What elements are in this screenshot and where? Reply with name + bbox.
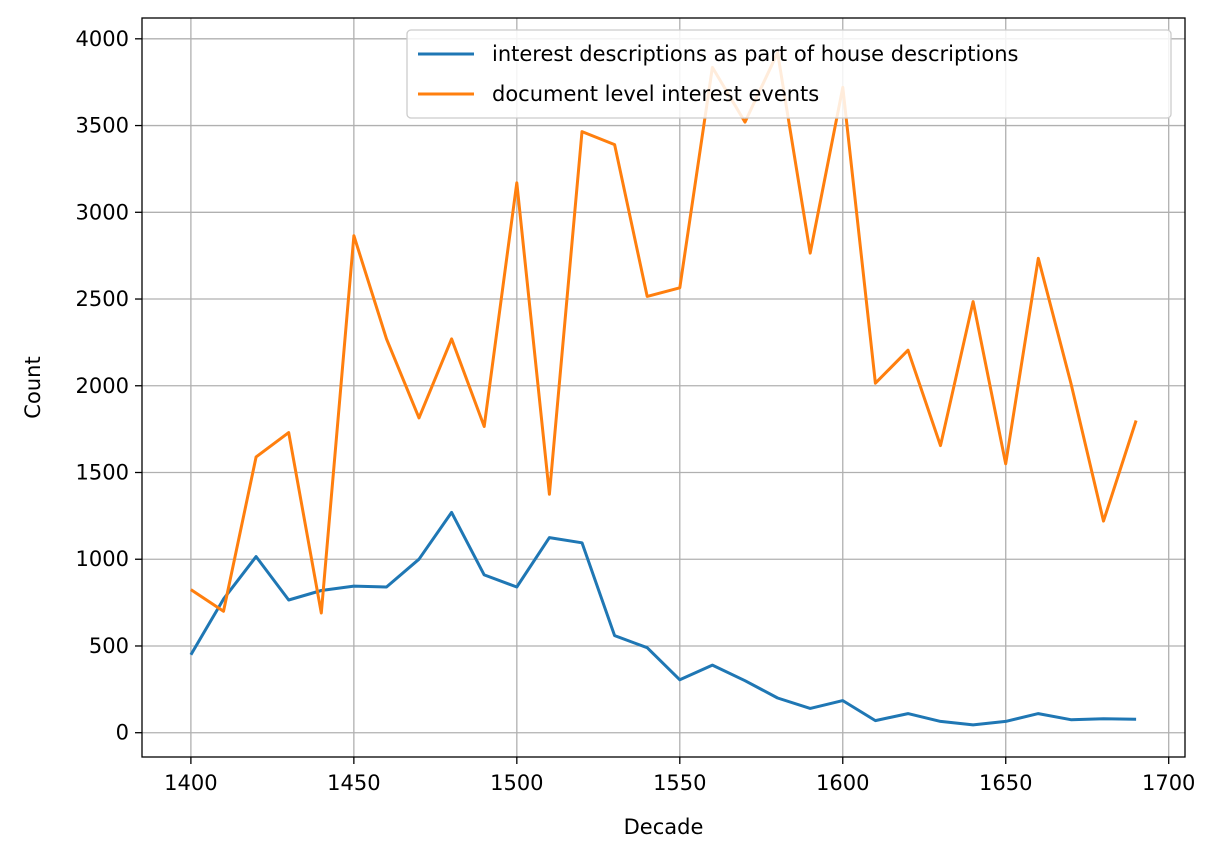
y-axis-title: Count — [21, 356, 45, 418]
x-tick-label: 1400 — [164, 771, 217, 795]
x-tick-label: 1500 — [490, 771, 543, 795]
y-tick-label: 1000 — [76, 547, 129, 571]
y-tick-label: 2500 — [76, 287, 129, 311]
series-lines — [189, 51, 1138, 727]
y-tick-label: 3000 — [76, 200, 129, 224]
series-line-2 — [190, 51, 1138, 615]
legend-box — [406, 29, 1172, 119]
series-line-1 — [189, 510, 1137, 727]
y-tick-label: 500 — [89, 634, 129, 658]
x-axis-ticks: 1400 1450 1500 1550 1600 1650 1700 — [164, 757, 1195, 795]
y-tick-label: 2000 — [76, 374, 129, 398]
y-tick-label: 0 — [116, 721, 129, 745]
y-tick-label: 1500 — [76, 461, 129, 485]
x-tick-label: 1550 — [653, 771, 706, 795]
legend-label-series-1: interest descriptions as part of house d… — [492, 42, 1018, 66]
x-axis-title: Decade — [624, 815, 704, 839]
x-tick-label: 1650 — [979, 771, 1032, 795]
x-tick-label: 1700 — [1142, 771, 1195, 795]
x-tick-label: 1450 — [327, 771, 380, 795]
plot-area-frame — [141, 17, 1186, 758]
y-tick-label: 4000 — [76, 27, 129, 51]
y-tick-label: 3500 — [76, 114, 129, 138]
x-tick-label: 1600 — [816, 771, 869, 795]
legend-label-series-2: document level interest events — [492, 82, 819, 106]
grid-lines — [142, 18, 1185, 757]
y-axis-ticks: 0 500 1000 1500 2000 2500 3000 3500 4000 — [76, 27, 142, 745]
legend: interest descriptions as part of house d… — [406, 29, 1172, 119]
